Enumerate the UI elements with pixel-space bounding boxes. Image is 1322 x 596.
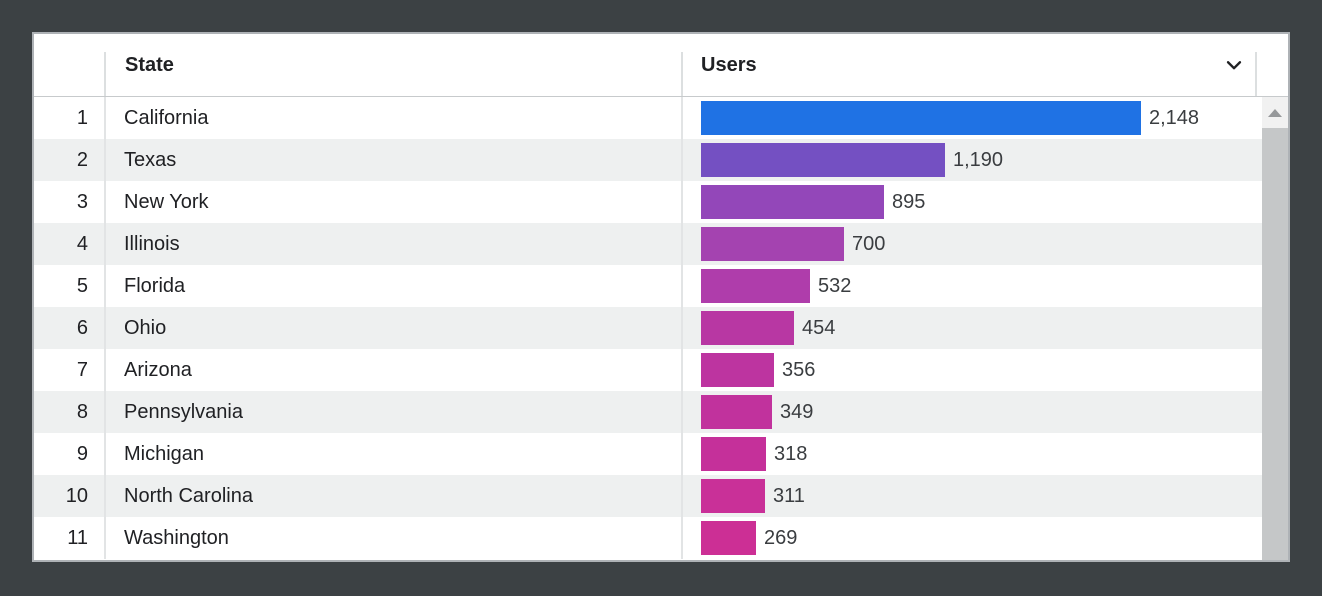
- users-cell: 454: [683, 307, 1288, 349]
- users-value: 454: [802, 316, 836, 339]
- table-row: 11 Washington 269: [34, 517, 1288, 559]
- table-row: 7 Arizona 356: [34, 349, 1288, 391]
- users-bar: [701, 143, 945, 177]
- users-bar: [701, 311, 794, 345]
- state-cell: Florida: [106, 265, 683, 307]
- row-number: 3: [34, 181, 106, 223]
- users-value: 895: [892, 190, 926, 213]
- users-bar: [701, 269, 810, 303]
- table-row: 1 California 2,148: [34, 97, 1288, 139]
- state-cell: Washington: [106, 517, 683, 559]
- table-row: 5 Florida 532: [34, 265, 1288, 307]
- users-bar: [701, 437, 766, 471]
- state-cell: Pennsylvania: [106, 391, 683, 433]
- row-number: 9: [34, 433, 106, 475]
- users-cell: 1,190: [683, 139, 1288, 181]
- header-cell-state[interactable]: State: [106, 54, 683, 77]
- state-cell: California: [106, 97, 683, 139]
- state-cell: Texas: [106, 139, 683, 181]
- scroll-up-icon: [1268, 108, 1282, 117]
- table-row: 4 Illinois 700: [34, 223, 1288, 265]
- users-bar: [701, 521, 756, 555]
- table-row: 6 Ohio 454: [34, 307, 1288, 349]
- users-cell: 895: [683, 181, 1288, 223]
- users-cell: 318: [683, 433, 1288, 475]
- users-value: 356: [782, 358, 816, 381]
- users-value: 1,190: [953, 148, 1004, 171]
- users-bar: [701, 101, 1141, 135]
- users-bar: [701, 479, 765, 513]
- row-number: 8: [34, 391, 106, 433]
- scroll-up-button[interactable]: [1262, 97, 1288, 128]
- users-cell: 311: [683, 475, 1288, 517]
- column-divider: [104, 52, 106, 96]
- users-cell: 349: [683, 391, 1288, 433]
- table-row: 8 Pennsylvania 349: [34, 391, 1288, 433]
- row-number: 11: [34, 517, 106, 559]
- scrollbar-thumb[interactable]: [1262, 128, 1288, 560]
- state-cell: New York: [106, 181, 683, 223]
- row-number: 10: [34, 475, 106, 517]
- users-bar: [701, 185, 884, 219]
- users-header-label: Users: [701, 53, 757, 76]
- users-cell: 532: [683, 265, 1288, 307]
- scrollbar[interactable]: [1262, 97, 1288, 560]
- row-number: 5: [34, 265, 106, 307]
- users-cell: 2,148: [683, 97, 1288, 139]
- row-number: 7: [34, 349, 106, 391]
- users-value: 700: [852, 232, 886, 255]
- state-cell: Ohio: [106, 307, 683, 349]
- table-chart-widget: State Users 1 California 2,148 2 Texas 1,190 3…: [32, 32, 1290, 562]
- table-row: 2 Texas 1,190: [34, 139, 1288, 181]
- table-header: State Users: [34, 34, 1288, 97]
- state-cell: Arizona: [106, 349, 683, 391]
- users-value: 2,148: [1149, 106, 1200, 129]
- users-value: 318: [774, 442, 808, 465]
- users-value: 349: [780, 400, 814, 423]
- row-number: 6: [34, 307, 106, 349]
- chevron-down-icon[interactable]: [1222, 53, 1246, 77]
- table-row: 9 Michigan 318: [34, 433, 1288, 475]
- row-number: 2: [34, 139, 106, 181]
- table-body: 1 California 2,148 2 Texas 1,190 3 New York 895 4…: [34, 97, 1288, 559]
- users-value: 532: [818, 274, 852, 297]
- column-divider: [681, 52, 683, 96]
- row-number: 4: [34, 223, 106, 265]
- users-cell: 269: [683, 517, 1288, 559]
- column-divider: [1255, 52, 1257, 96]
- users-value: 269: [764, 526, 798, 549]
- users-cell: 356: [683, 349, 1288, 391]
- users-bar: [701, 395, 772, 429]
- row-number: 1: [34, 97, 106, 139]
- users-bar: [701, 227, 844, 261]
- users-bar: [701, 353, 774, 387]
- users-cell: 700: [683, 223, 1288, 265]
- table-row: 3 New York 895: [34, 181, 1288, 223]
- state-cell: North Carolina: [106, 475, 683, 517]
- state-cell: Illinois: [106, 223, 683, 265]
- table-row: 10 North Carolina 311: [34, 475, 1288, 517]
- header-cell-users[interactable]: Users: [683, 54, 1288, 77]
- state-header-label: State: [125, 53, 174, 76]
- users-value: 311: [773, 484, 805, 507]
- state-cell: Michigan: [106, 433, 683, 475]
